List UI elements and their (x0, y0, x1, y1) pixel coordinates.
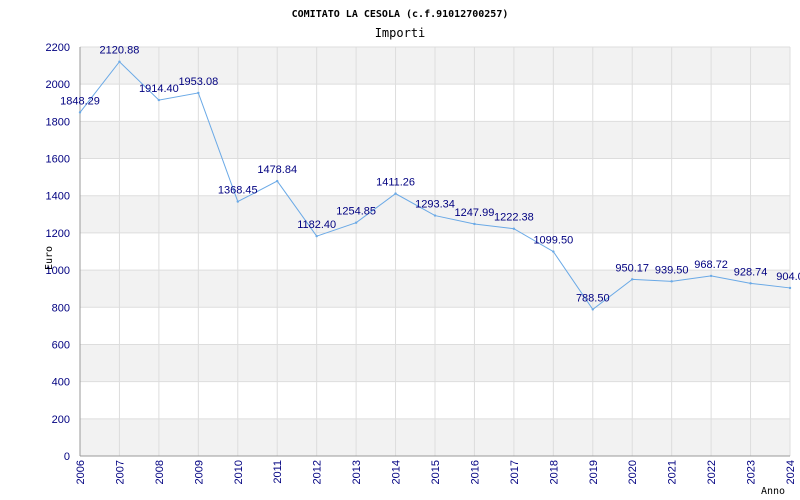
x-tick-label: 2014 (391, 460, 403, 484)
x-tick-label: 2007 (114, 460, 126, 484)
y-tick-label: 1800 (46, 116, 70, 128)
chart-subtitle: Importi (375, 26, 426, 40)
y-tick-label: 0 (64, 451, 70, 463)
x-tick-label: 2020 (627, 460, 639, 484)
data-label: 1953.08 (178, 76, 218, 88)
x-tick-label: 2013 (351, 460, 363, 484)
x-tick-label: 2024 (785, 460, 797, 484)
data-label: 1182.40 (297, 219, 336, 231)
y-tick-label: 200 (52, 414, 70, 426)
data-label: 1914.40 (139, 83, 179, 95)
data-point (788, 286, 792, 290)
y-tick-label: 1000 (46, 265, 70, 277)
chart-title: COMITATO LA CESOLA (c.f.91012700257) (292, 9, 509, 20)
y-tick-labels: 0 200 400 600 800 1000 1200 1400 1600 1800 2000 220… (46, 42, 70, 463)
x-tick-label: 2008 (154, 460, 166, 484)
x-tick-label: 2009 (193, 460, 205, 484)
axes (79, 47, 790, 457)
data-label: 1247.99 (455, 207, 495, 219)
y-tick-label: 1600 (46, 154, 70, 166)
data-point (749, 282, 752, 285)
data-label: 939.50 (655, 264, 689, 276)
y-tick-label: 1400 (46, 191, 70, 203)
y-tick-label: 2200 (46, 42, 70, 54)
data-label: 1222.38 (494, 212, 534, 224)
data-point (591, 308, 594, 311)
data-label: 1411.26 (376, 177, 415, 189)
data-point (78, 111, 82, 114)
data-label: 1293.34 (415, 199, 455, 211)
x-tick-label: 2011 (272, 460, 284, 484)
x-tick-label: 2010 (233, 460, 245, 484)
data-point (394, 192, 397, 195)
x-tick-label: 2022 (706, 460, 718, 484)
data-point (197, 91, 200, 95)
y-tick-label: 400 (52, 377, 70, 389)
data-label: 1254.85 (336, 206, 376, 218)
y-tick-label: 800 (52, 302, 70, 314)
y-tick-label: 2000 (46, 79, 70, 91)
data-label: 950.17 (615, 262, 649, 274)
x-tick-label: 2018 (548, 460, 560, 484)
data-point (276, 179, 279, 183)
data-label: 904.0 (776, 271, 800, 283)
x-axis-label: Anno (761, 486, 785, 497)
data-point (157, 98, 161, 102)
data-label: 1848.29 (60, 95, 100, 107)
data-point (236, 200, 239, 203)
data-label: 788.50 (576, 292, 610, 304)
data-point (670, 280, 673, 283)
data-label: 968.72 (694, 259, 728, 271)
x-tick-label: 2019 (588, 460, 600, 484)
data-point (315, 234, 318, 238)
series-line (78, 60, 792, 311)
data-point (552, 250, 555, 253)
x-tick-label: 2015 (430, 460, 442, 484)
data-label: 2120.88 (100, 45, 140, 57)
data-label: 1099.50 (533, 235, 573, 247)
y-tick-label: 600 (52, 339, 70, 351)
data-point (631, 278, 634, 281)
data-label: 1478.84 (257, 164, 297, 176)
data-point (118, 60, 121, 63)
x-tick-label: 2021 (667, 460, 679, 484)
data-point (512, 227, 516, 230)
data-label: 928.74 (734, 266, 768, 278)
data-point (473, 222, 476, 226)
data-point (354, 221, 358, 224)
data-point (709, 274, 713, 278)
data-label: 1368.45 (218, 185, 258, 197)
x-tick-label: 2006 (75, 460, 87, 484)
y-axis-label: Euro (44, 246, 55, 270)
x-tick-labels: 2006 2007 2008 2009 2010 2011 2012 2013 2014 2015… (75, 460, 797, 484)
y-tick-label: 1200 (46, 228, 70, 240)
x-tick-label: 2023 (746, 460, 758, 484)
x-tick-label: 2016 (469, 460, 481, 484)
data-point (433, 214, 437, 217)
x-tick-label: 2017 (509, 460, 521, 484)
x-tick-label: 2012 (312, 460, 324, 484)
